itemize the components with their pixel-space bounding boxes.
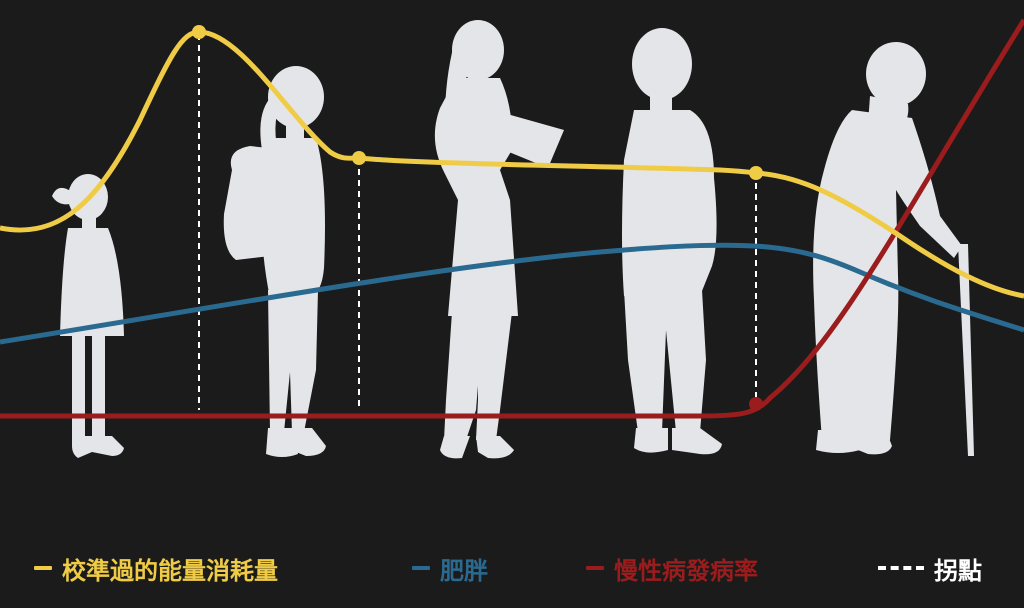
- elderly-silhouette: [813, 42, 974, 456]
- obesity-curve: [0, 242, 1024, 345]
- man-silhouette: [622, 28, 722, 455]
- chronic-swatch: [586, 566, 604, 570]
- legend-turning: 拐點: [878, 548, 982, 588]
- woman-silhouette: [434, 20, 564, 459]
- energy-swatch: [34, 566, 52, 570]
- chronic-turning-dot: [749, 397, 763, 411]
- legend-chronic-label: 慢性病發病率: [614, 556, 758, 585]
- diagram-canvas: [0, 18, 1024, 459]
- legend-obesity-label: 肥胖: [440, 556, 488, 585]
- legend-energy: 校準過的能量消耗量: [34, 548, 278, 588]
- legend-chronic: 慢性病發病率: [586, 548, 758, 588]
- teen-silhouette: [223, 66, 326, 457]
- legend-obesity: 肥胖: [412, 548, 488, 588]
- energy-curve: [0, 29, 1024, 299]
- turning-swatch: [878, 566, 924, 570]
- obesity-swatch: [412, 566, 430, 570]
- chronic-curve: [0, 18, 1024, 419]
- legend-energy-label: 校準過的能量消耗量: [62, 556, 278, 585]
- energy-turning-dot-2: [352, 151, 366, 165]
- energy-turning-dot-3: [749, 166, 763, 180]
- energy-turning-dot-1: [192, 25, 206, 39]
- legend: 校準過的能量消耗量 肥胖 慢性病發病率 拐點: [0, 548, 1024, 588]
- legend-turning-label: 拐點: [934, 556, 982, 585]
